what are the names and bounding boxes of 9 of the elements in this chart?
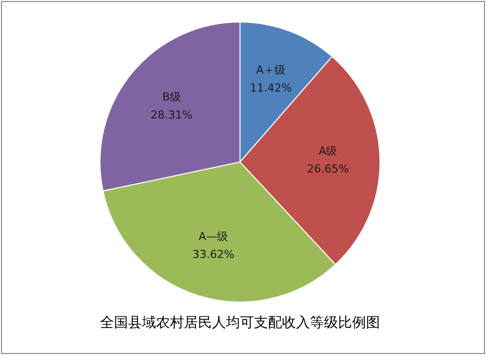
data-label: 33.62%: [192, 248, 234, 261]
data-label: 11.42%: [250, 82, 292, 95]
text: 全国县域农村居民人均可支配收入等级比例图: [100, 315, 380, 331]
data-label: 28.31%: [150, 108, 193, 122]
slice-label: A级: [318, 144, 338, 158]
slice-label: B级: [162, 90, 181, 104]
data-label: 26.65%: [307, 162, 349, 176]
slice-label: A—级: [198, 230, 228, 243]
slice-label: A＋级: [256, 64, 286, 77]
